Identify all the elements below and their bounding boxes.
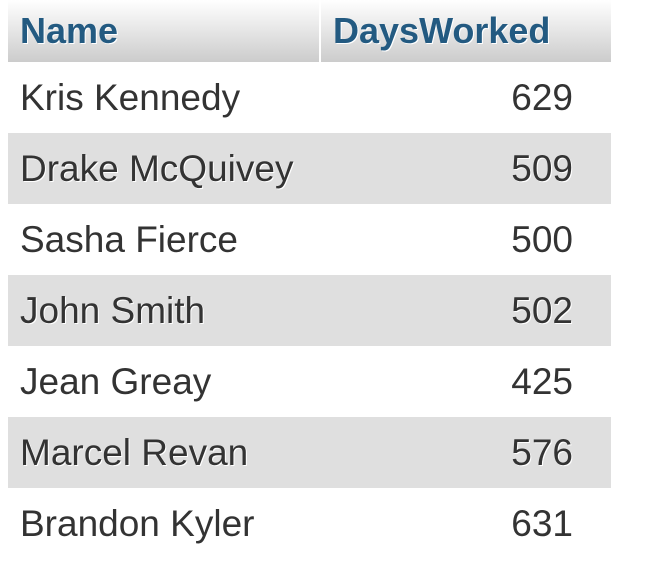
name-cell: Sasha Fierce [8,204,320,275]
table-row[interactable]: Marcel Revan 576 [8,417,611,488]
days-worked-cell: 502 [320,275,611,346]
days-worked-cell: 631 [320,488,611,559]
results-table: Name DaysWorked Kris Kennedy 629 Drake M… [8,0,611,559]
table-row[interactable]: Kris Kennedy 629 [8,62,611,133]
name-cell: Brandon Kyler [8,488,320,559]
days-worked-cell: 509 [320,133,611,204]
name-cell: John Smith [8,275,320,346]
days-worked-cell: 500 [320,204,611,275]
table-header: Name DaysWorked [8,0,611,62]
table-row[interactable]: Sasha Fierce 500 [8,204,611,275]
name-cell: Marcel Revan [8,417,320,488]
name-cell: Jean Greay [8,346,320,417]
table-body: Kris Kennedy 629 Drake McQuivey 509 Sash… [8,62,611,559]
table-row[interactable]: Brandon Kyler 631 [8,488,611,559]
results-table-container: Name DaysWorked Kris Kennedy 629 Drake M… [8,0,611,559]
days-worked-cell: 629 [320,62,611,133]
name-cell: Drake McQuivey [8,133,320,204]
table-row[interactable]: Drake McQuivey 509 [8,133,611,204]
table-row[interactable]: John Smith 502 [8,275,611,346]
table-row[interactable]: Jean Greay 425 [8,346,611,417]
header-row: Name DaysWorked [8,0,611,62]
column-header-name[interactable]: Name [8,0,321,62]
days-worked-cell: 576 [320,417,611,488]
name-cell: Kris Kennedy [8,62,320,133]
column-header-days-worked[interactable]: DaysWorked [320,0,611,62]
days-worked-cell: 425 [320,346,611,417]
